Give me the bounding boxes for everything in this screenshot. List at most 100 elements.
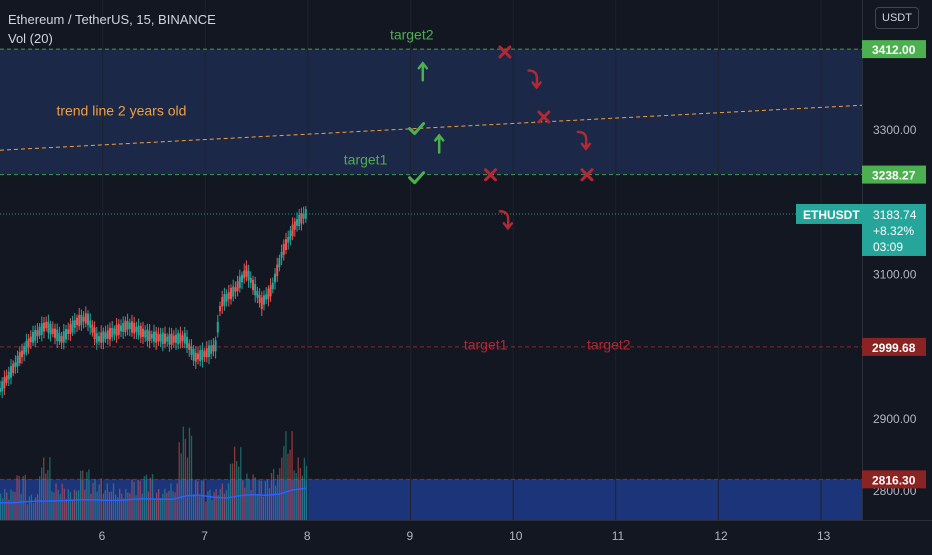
candle-body (95, 333, 98, 343)
ticker-symbol-tag[interactable] (796, 203, 862, 224)
volume-bar (180, 453, 182, 520)
trend-line[interactable] (0, 104, 873, 151)
volume-bar (289, 449, 291, 520)
volume-bar (199, 496, 201, 520)
volume-bar (258, 480, 260, 520)
red-target2-label: target2 (587, 337, 631, 353)
price-badge[interactable] (862, 40, 926, 59)
volume-bar (250, 490, 252, 520)
candle-body (153, 331, 156, 342)
candle-body (62, 331, 65, 343)
volume-bar (166, 492, 168, 520)
candle-body (142, 328, 145, 337)
volume-bar (194, 479, 197, 520)
volume-bar (236, 460, 238, 520)
volume-bar (100, 478, 102, 520)
ticker-symbol-label: ETHUSDT (803, 208, 860, 222)
candle-body (65, 329, 68, 340)
volume-bar (203, 480, 205, 520)
candle-body (133, 322, 136, 334)
candle-body (188, 343, 191, 350)
volume-bar (4, 489, 6, 520)
volume-bar (88, 469, 90, 520)
volume-bar (283, 446, 285, 520)
candle-body (285, 239, 288, 250)
candle-body (190, 346, 193, 356)
candle-body (287, 237, 290, 243)
volume-bar (301, 475, 303, 520)
symbol-title[interactable]: Ethereum / TetherUS, 15, BINANCE (8, 12, 216, 27)
candle-body (157, 333, 160, 342)
volume-bar (238, 466, 240, 520)
volume-bar (176, 483, 178, 520)
cross-icon (484, 168, 498, 182)
price-badge[interactable] (862, 470, 926, 489)
volume-bar (119, 488, 121, 520)
volume-bar (141, 493, 143, 520)
price-badge[interactable] (862, 337, 926, 356)
candle-body (40, 323, 43, 335)
volume-bar (133, 481, 135, 520)
price-scale[interactable] (862, 0, 932, 550)
volume-bar (221, 483, 223, 520)
trend-line-label: trend line 2 years old (56, 103, 186, 119)
volume-bar (266, 479, 269, 520)
time-scale[interactable] (0, 520, 932, 550)
volume-bar (174, 492, 176, 520)
candle-body (199, 350, 202, 362)
candle-body (32, 332, 35, 343)
volume-bar (164, 488, 166, 520)
volume-bar (158, 488, 160, 520)
volume-bar (262, 496, 265, 520)
volume-bar (244, 487, 246, 520)
volume-bar (16, 475, 18, 520)
cross-icon (498, 45, 512, 59)
candle-body (232, 286, 235, 297)
volume-bar (18, 476, 20, 520)
candle-body (100, 332, 103, 343)
volume-bar (246, 473, 248, 520)
volume-bar (125, 489, 127, 520)
candle-body (194, 352, 197, 362)
candle-body (76, 317, 79, 326)
checkmark-icon (408, 122, 426, 136)
volume-bar (172, 491, 174, 520)
candle-body (276, 264, 279, 277)
volume-bar (201, 480, 203, 520)
time-tick-label: 11 (612, 529, 625, 543)
candle-body (82, 316, 85, 322)
candle-body (104, 332, 107, 339)
ticker-price-tag[interactable] (862, 203, 926, 256)
candle-body (146, 329, 149, 341)
arrow-down-icon (498, 210, 514, 231)
candle-body (25, 340, 28, 353)
candle-body (73, 320, 76, 328)
candle-body (27, 338, 30, 348)
volume-bar (110, 491, 113, 520)
candle-body (12, 363, 15, 374)
volume-bar (71, 500, 74, 520)
currency-button[interactable]: USDT (875, 7, 919, 29)
volume-indicator-label[interactable]: Vol (20) (8, 31, 53, 46)
volume-bar (102, 493, 104, 520)
price-badge[interactable] (862, 165, 926, 184)
volume-bar (227, 483, 230, 520)
candle-body (155, 331, 158, 343)
volume-bar (170, 483, 172, 520)
candle-body (159, 334, 162, 342)
volume-bar (295, 472, 297, 520)
candle-body (260, 297, 263, 309)
volume-bar (77, 490, 80, 520)
volume-bar (84, 489, 86, 520)
cross-icon (537, 110, 551, 124)
candle-body (139, 325, 142, 338)
candle-body (89, 320, 92, 328)
volume-bar (219, 488, 221, 520)
volume-bar (26, 504, 28, 520)
candle-body (214, 340, 217, 352)
volume-bar (116, 497, 119, 520)
candle-body (34, 329, 37, 341)
candle-body (265, 294, 268, 300)
volume-bar (268, 488, 271, 520)
